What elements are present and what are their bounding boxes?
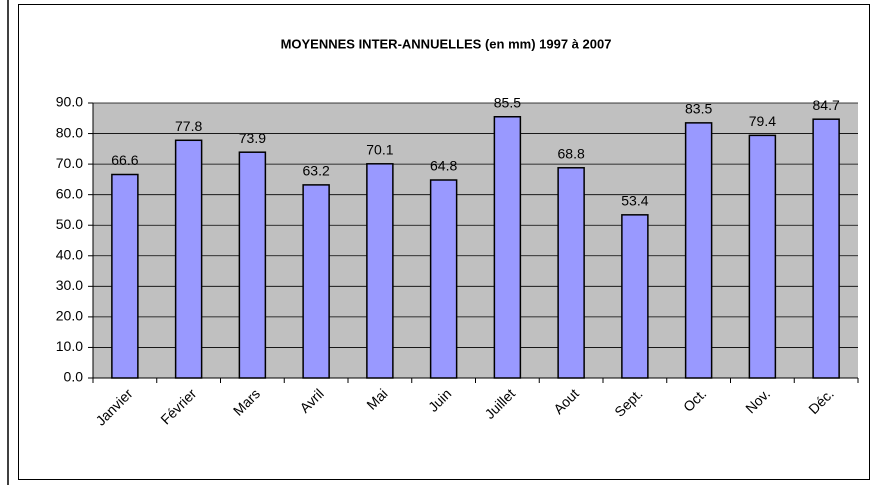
y-tick-label: 30.0 [56,277,83,293]
y-tick-label: 70.0 [56,155,83,171]
bar [493,116,522,379]
bar [557,167,585,379]
bar [748,134,777,379]
data-label: 83.5 [685,101,712,117]
bar [366,163,394,379]
bar [621,214,649,379]
bar [174,139,203,379]
plot-area [93,103,858,378]
bar [812,118,840,379]
data-label: 85.5 [494,94,521,110]
y-tick-label: 90.0 [56,94,83,110]
data-label: 77.8 [175,118,202,134]
data-label: 63.2 [303,163,330,179]
bar [238,151,267,379]
data-label: 53.4 [621,193,648,209]
chart-title: MOYENNES INTER-ANNUELLES (en mm) 1997 à … [281,36,612,51]
y-tick-label: 50.0 [56,216,83,232]
data-label: 73.9 [239,130,266,146]
bar [111,173,139,379]
data-label: 64.8 [430,158,457,174]
bar [429,179,458,379]
y-tick-label: 10.0 [56,338,83,354]
bar [684,122,713,379]
y-tick-label: 20.0 [56,308,83,324]
data-label: 68.8 [558,145,585,161]
y-tick-label: 40.0 [56,246,83,262]
data-label: 66.6 [111,152,138,168]
y-tick-label: 60.0 [56,185,83,201]
y-tick-label: 0.0 [64,369,84,385]
data-label: 70.1 [366,142,393,158]
y-tick-label: 80.0 [56,124,83,140]
bar [302,184,330,379]
data-label: 84.7 [813,97,840,113]
data-label: 79.4 [749,113,776,129]
